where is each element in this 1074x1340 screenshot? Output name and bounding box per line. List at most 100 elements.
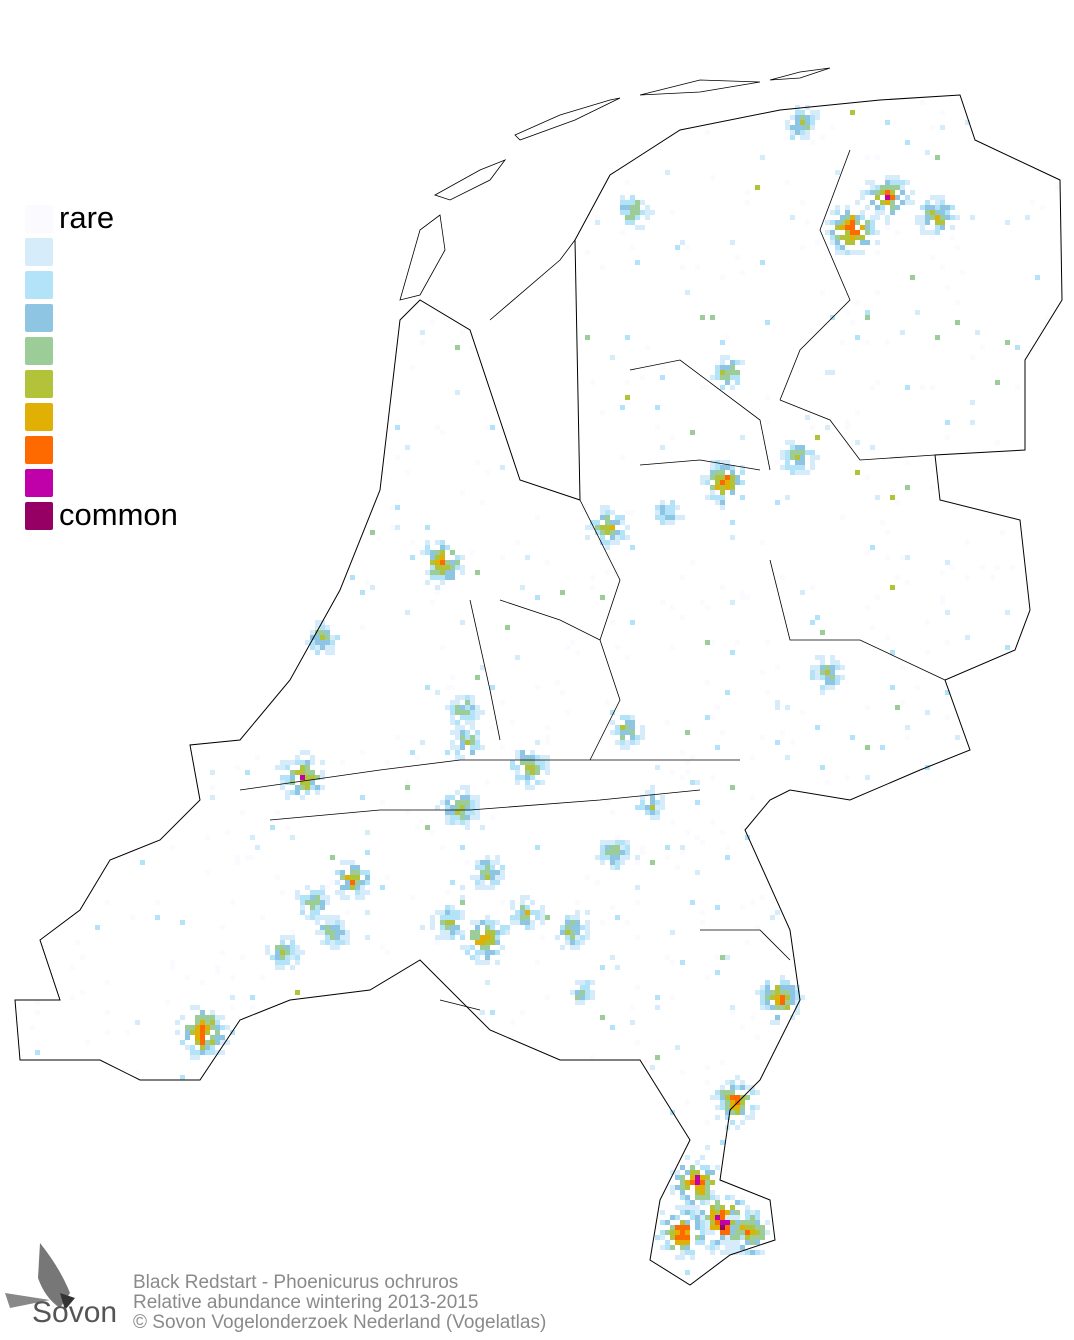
abundance-cell [430, 600, 435, 605]
abundance-cell [515, 780, 520, 785]
abundance-cell [950, 215, 955, 220]
abundance-cell [645, 810, 650, 815]
abundance-cell [735, 480, 740, 485]
abundance-cell [690, 1175, 695, 1180]
abundance-cell [795, 120, 800, 125]
abundance-cell [720, 375, 725, 380]
abundance-cell [740, 595, 745, 600]
abundance-cell [935, 335, 940, 340]
abundance-cell [170, 960, 175, 965]
abundance-cell [895, 575, 900, 580]
abundance-cell [650, 795, 655, 800]
abundance-cell [630, 220, 635, 225]
abundance-cell [900, 190, 905, 195]
abundance-cell [540, 755, 545, 760]
abundance-cell [620, 195, 625, 200]
abundance-cell [805, 125, 810, 130]
abundance-cell [530, 925, 535, 930]
abundance-cell [790, 985, 795, 990]
abundance-cell [485, 860, 490, 865]
abundance-cell [655, 805, 660, 810]
abundance-cell [705, 1180, 710, 1185]
abundance-cell [475, 955, 480, 960]
abundance-cell [315, 790, 320, 795]
abundance-cell [475, 745, 480, 750]
abundance-cell [1000, 530, 1005, 535]
abundance-cell [875, 155, 880, 160]
abundance-cell [670, 510, 675, 515]
abundance-cell [260, 915, 265, 920]
abundance-cell [940, 125, 945, 130]
abundance-cell [500, 930, 505, 935]
abundance-cell [745, 1225, 750, 1230]
abundance-cell [680, 615, 685, 620]
abundance-cell [300, 910, 305, 915]
abundance-cell [870, 625, 875, 630]
abundance-cell [670, 1245, 675, 1250]
abundance-cell [820, 765, 825, 770]
abundance-cell [315, 620, 320, 625]
abundance-cell [205, 1025, 210, 1030]
abundance-cell [295, 760, 300, 765]
abundance-cell [615, 725, 620, 730]
abundance-cell [730, 520, 735, 525]
abundance-cell [725, 1115, 730, 1120]
abundance-cell [610, 1025, 615, 1030]
abundance-cell [450, 745, 455, 750]
abundance-cell [715, 1245, 720, 1250]
abundance-cell [500, 925, 505, 930]
abundance-cell [425, 580, 430, 585]
abundance-cell [760, 1225, 765, 1230]
abundance-cell [810, 115, 815, 120]
abundance-cell [465, 805, 470, 810]
abundance-cell [570, 915, 575, 920]
abundance-cell [900, 180, 905, 185]
abundance-cell [310, 635, 315, 640]
abundance-cell [850, 225, 855, 230]
abundance-cell [740, 1085, 745, 1090]
abundance-cell [705, 1170, 710, 1175]
legend-swatch [25, 205, 53, 233]
abundance-cell [430, 915, 435, 920]
abundance-cell [755, 1215, 760, 1220]
abundance-cell [450, 930, 455, 935]
abundance-cell [865, 225, 870, 230]
abundance-cell [465, 950, 470, 955]
abundance-cell [925, 620, 930, 625]
abundance-cell [740, 360, 745, 365]
abundance-cell [705, 1200, 710, 1205]
abundance-cell [395, 455, 400, 460]
abundance-cell [755, 1220, 760, 1225]
abundance-cell [460, 745, 465, 750]
abundance-cell [520, 775, 525, 780]
abundance-cell [335, 935, 340, 940]
abundance-cell [355, 865, 360, 870]
abundance-cell [900, 185, 905, 190]
abundance-cell [425, 525, 430, 530]
abundance-cell [765, 1005, 770, 1010]
abundance-cell [450, 730, 455, 735]
abundance-cell [815, 675, 820, 680]
abundance-cell [680, 960, 685, 965]
abundance-cell [725, 355, 730, 360]
abundance-cell [625, 840, 630, 845]
abundance-cell [230, 1030, 235, 1035]
abundance-cell [455, 735, 460, 740]
abundance-cell [565, 935, 570, 940]
abundance-cell [625, 720, 630, 725]
abundance-cell [845, 250, 850, 255]
abundance-cell [325, 625, 330, 630]
abundance-cell [575, 900, 580, 905]
abundance-cell [835, 675, 840, 680]
abundance-cell [625, 850, 630, 855]
abundance-cell [865, 180, 870, 185]
abundance-cell [860, 240, 865, 245]
abundance-cell [925, 710, 930, 715]
abundance-cell [725, 1240, 730, 1245]
abundance-cell [530, 750, 535, 755]
abundance-cell [715, 1200, 720, 1205]
abundance-cell [490, 685, 495, 690]
abundance-cell [620, 515, 625, 520]
abundance-cell [710, 1225, 715, 1230]
